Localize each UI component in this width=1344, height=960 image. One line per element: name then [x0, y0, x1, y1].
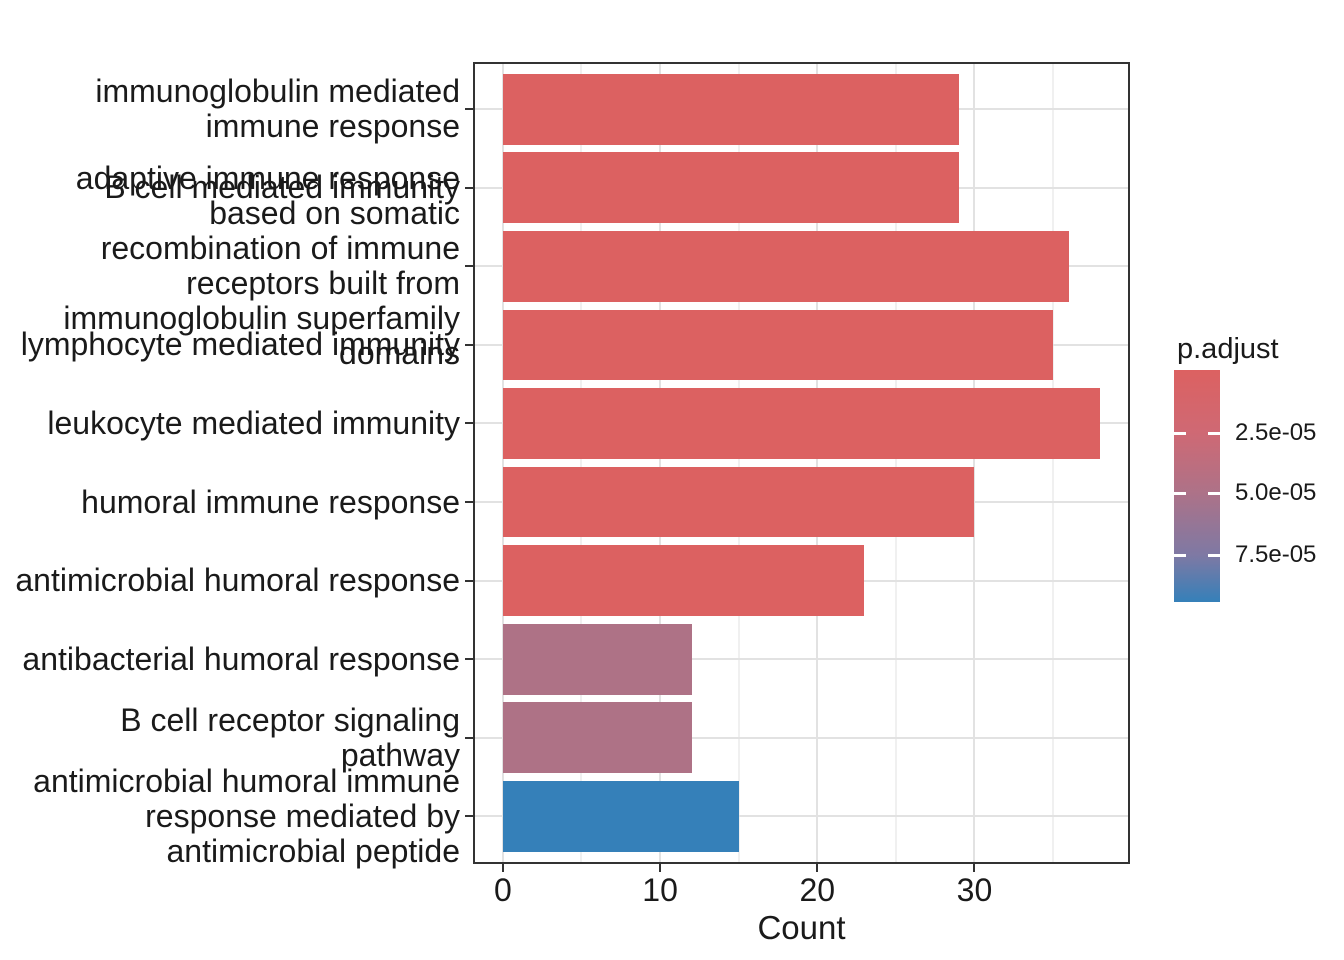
- legend-tick-right: [1208, 491, 1220, 495]
- x-axis-tick-label: 30: [956, 872, 993, 908]
- bar-7: [502, 545, 865, 616]
- legend-tick-left: [1174, 553, 1186, 557]
- y-axis-label: leukocyte mediated immunity: [47, 404, 460, 441]
- y-axis-tick: [465, 343, 473, 346]
- y-axis-tick: [465, 658, 473, 661]
- legend: p.adjust 2.5e-05 5.0e-05 7.5e-05: [1174, 333, 1344, 633]
- bar-8: [502, 623, 692, 695]
- x-axis-tick-label: 10: [642, 872, 678, 908]
- y-axis-tick: [465, 186, 473, 189]
- x-axis-title: Count: [757, 909, 846, 946]
- legend-tick-right: [1208, 553, 1220, 557]
- y-axis-label: B cell receptor signaling pathway: [120, 701, 460, 773]
- legend-tick-right: [1208, 431, 1220, 435]
- grid-major-horizontal: [473, 815, 1130, 818]
- y-axis-tick: [465, 736, 473, 739]
- y-axis-tick: [465, 265, 473, 268]
- y-axis-label: immunoglobulin mediated immune response: [95, 73, 460, 145]
- y-axis-label: antimicrobial humoral response: [15, 562, 460, 599]
- bar-9: [502, 702, 692, 774]
- x-axis-tick: [973, 863, 976, 872]
- x-axis-tick: [816, 863, 819, 872]
- legend-tick-left: [1174, 431, 1186, 435]
- x-axis-tick: [659, 863, 662, 872]
- bar-6: [502, 466, 975, 538]
- y-axis-label: humoral immune response: [81, 483, 460, 520]
- legend-gradient-bar: [1174, 370, 1220, 602]
- bar-10: [502, 780, 739, 852]
- bar-1: [502, 73, 959, 145]
- bar-2: [502, 152, 959, 224]
- y-axis-tick: [465, 579, 473, 582]
- plot-panel: [473, 62, 1130, 864]
- legend-title: p.adjust: [1177, 333, 1279, 365]
- x-axis-tick: [501, 863, 504, 872]
- bar-4: [502, 309, 1054, 381]
- legend-tick-left: [1174, 491, 1186, 495]
- grid-major-vertical: [659, 62, 662, 864]
- y-axis-tick: [465, 422, 473, 425]
- grid-major-vertical: [973, 62, 976, 864]
- legend-tick-label: 7.5e-05: [1235, 541, 1317, 569]
- bar-3: [502, 230, 1069, 302]
- legend-tick-label: 5.0e-05: [1235, 479, 1317, 507]
- y-axis-label: adaptive immune response based on somati…: [63, 160, 460, 372]
- grid-major-horizontal: [473, 658, 1130, 661]
- grid-minor-vertical: [737, 62, 740, 864]
- grid-major-vertical: [816, 62, 819, 864]
- y-axis-label: antibacterial humoral response: [22, 640, 460, 677]
- y-axis-label: antimicrobial humoral immune response me…: [33, 762, 460, 869]
- x-axis-tick-label: 0: [493, 872, 512, 908]
- y-axis-tick: [465, 108, 473, 111]
- y-axis-tick: [465, 815, 473, 818]
- grid-minor-vertical: [1052, 62, 1055, 864]
- grid-major-vertical: [501, 62, 504, 864]
- grid-major-horizontal: [473, 736, 1130, 739]
- y-axis-label: B cell mediated immunity: [104, 169, 460, 206]
- bar-5: [502, 388, 1101, 459]
- y-axis-label: lymphocyte mediated immunity: [20, 326, 460, 363]
- y-axis-tick: [465, 501, 473, 504]
- x-axis-tick-label: 20: [799, 872, 836, 908]
- legend-tick-label: 2.5e-05: [1235, 419, 1317, 447]
- grid-minor-vertical: [894, 62, 897, 864]
- grid-minor-vertical: [580, 62, 583, 864]
